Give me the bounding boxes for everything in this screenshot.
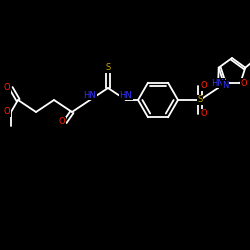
Text: O: O [59, 118, 65, 126]
Text: HN: HN [212, 78, 224, 88]
Text: O: O [4, 84, 10, 92]
Text: HN: HN [84, 90, 96, 100]
Text: S: S [106, 64, 110, 72]
Text: HN: HN [120, 90, 132, 100]
Text: O: O [241, 79, 248, 88]
Text: O: O [201, 82, 207, 90]
Text: O: O [201, 110, 207, 118]
Text: S: S [198, 96, 202, 104]
Text: N: N [222, 81, 229, 90]
Text: O: O [4, 108, 10, 116]
